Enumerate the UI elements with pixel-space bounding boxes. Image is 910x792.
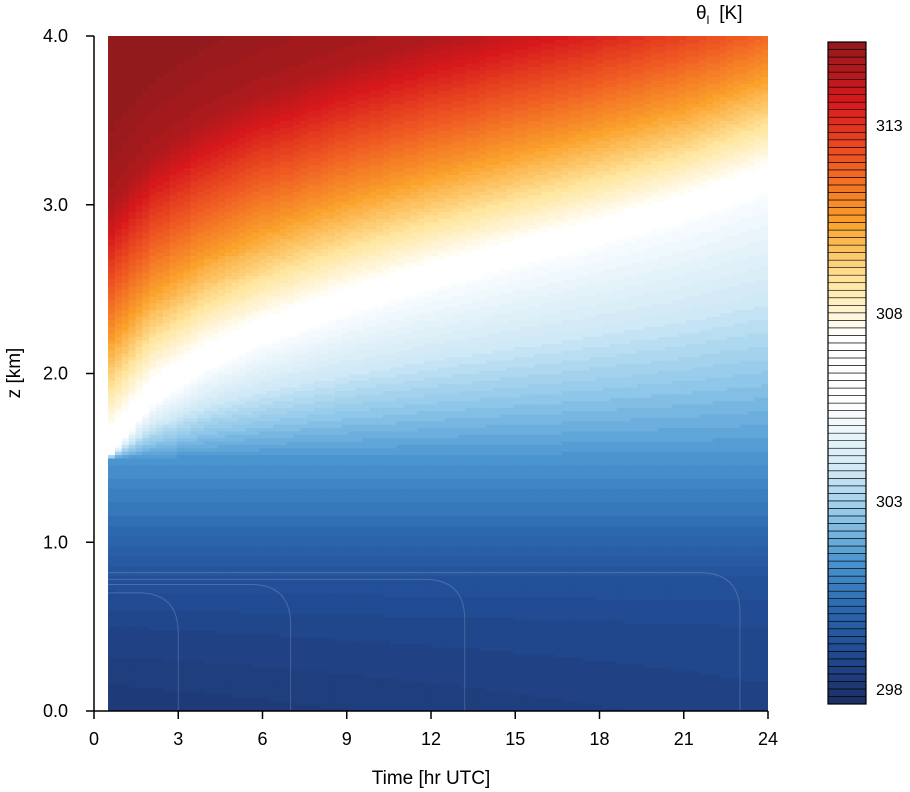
field-cell	[266, 36, 273, 40]
field-cell	[184, 36, 191, 40]
field-cell	[239, 36, 246, 40]
field-cell	[136, 36, 143, 40]
field-cell	[115, 36, 122, 40]
field-cell	[156, 36, 163, 40]
field-cell	[191, 36, 198, 40]
field-cell	[246, 36, 253, 40]
theta-field	[108, 36, 769, 712]
field-cell	[211, 36, 218, 40]
field-cell	[177, 36, 184, 40]
field-cell	[204, 36, 211, 40]
field-cell	[129, 36, 136, 40]
field-cell	[163, 36, 170, 40]
field-cell	[149, 36, 156, 40]
field-cell	[170, 36, 177, 40]
field-cell	[142, 36, 149, 40]
field-cell	[218, 36, 225, 40]
field-cell	[122, 36, 129, 40]
field-cell	[108, 36, 115, 40]
field-cell	[259, 36, 266, 40]
theta-l-time-height-chart: 0 3 6 9 12 15 18 21 24 0.01.02.03.04.0 Time [hr …	[0, 0, 910, 792]
field-cell	[225, 36, 232, 40]
field-cell	[197, 36, 204, 40]
field-cell	[232, 36, 239, 40]
field-cell	[252, 36, 259, 40]
